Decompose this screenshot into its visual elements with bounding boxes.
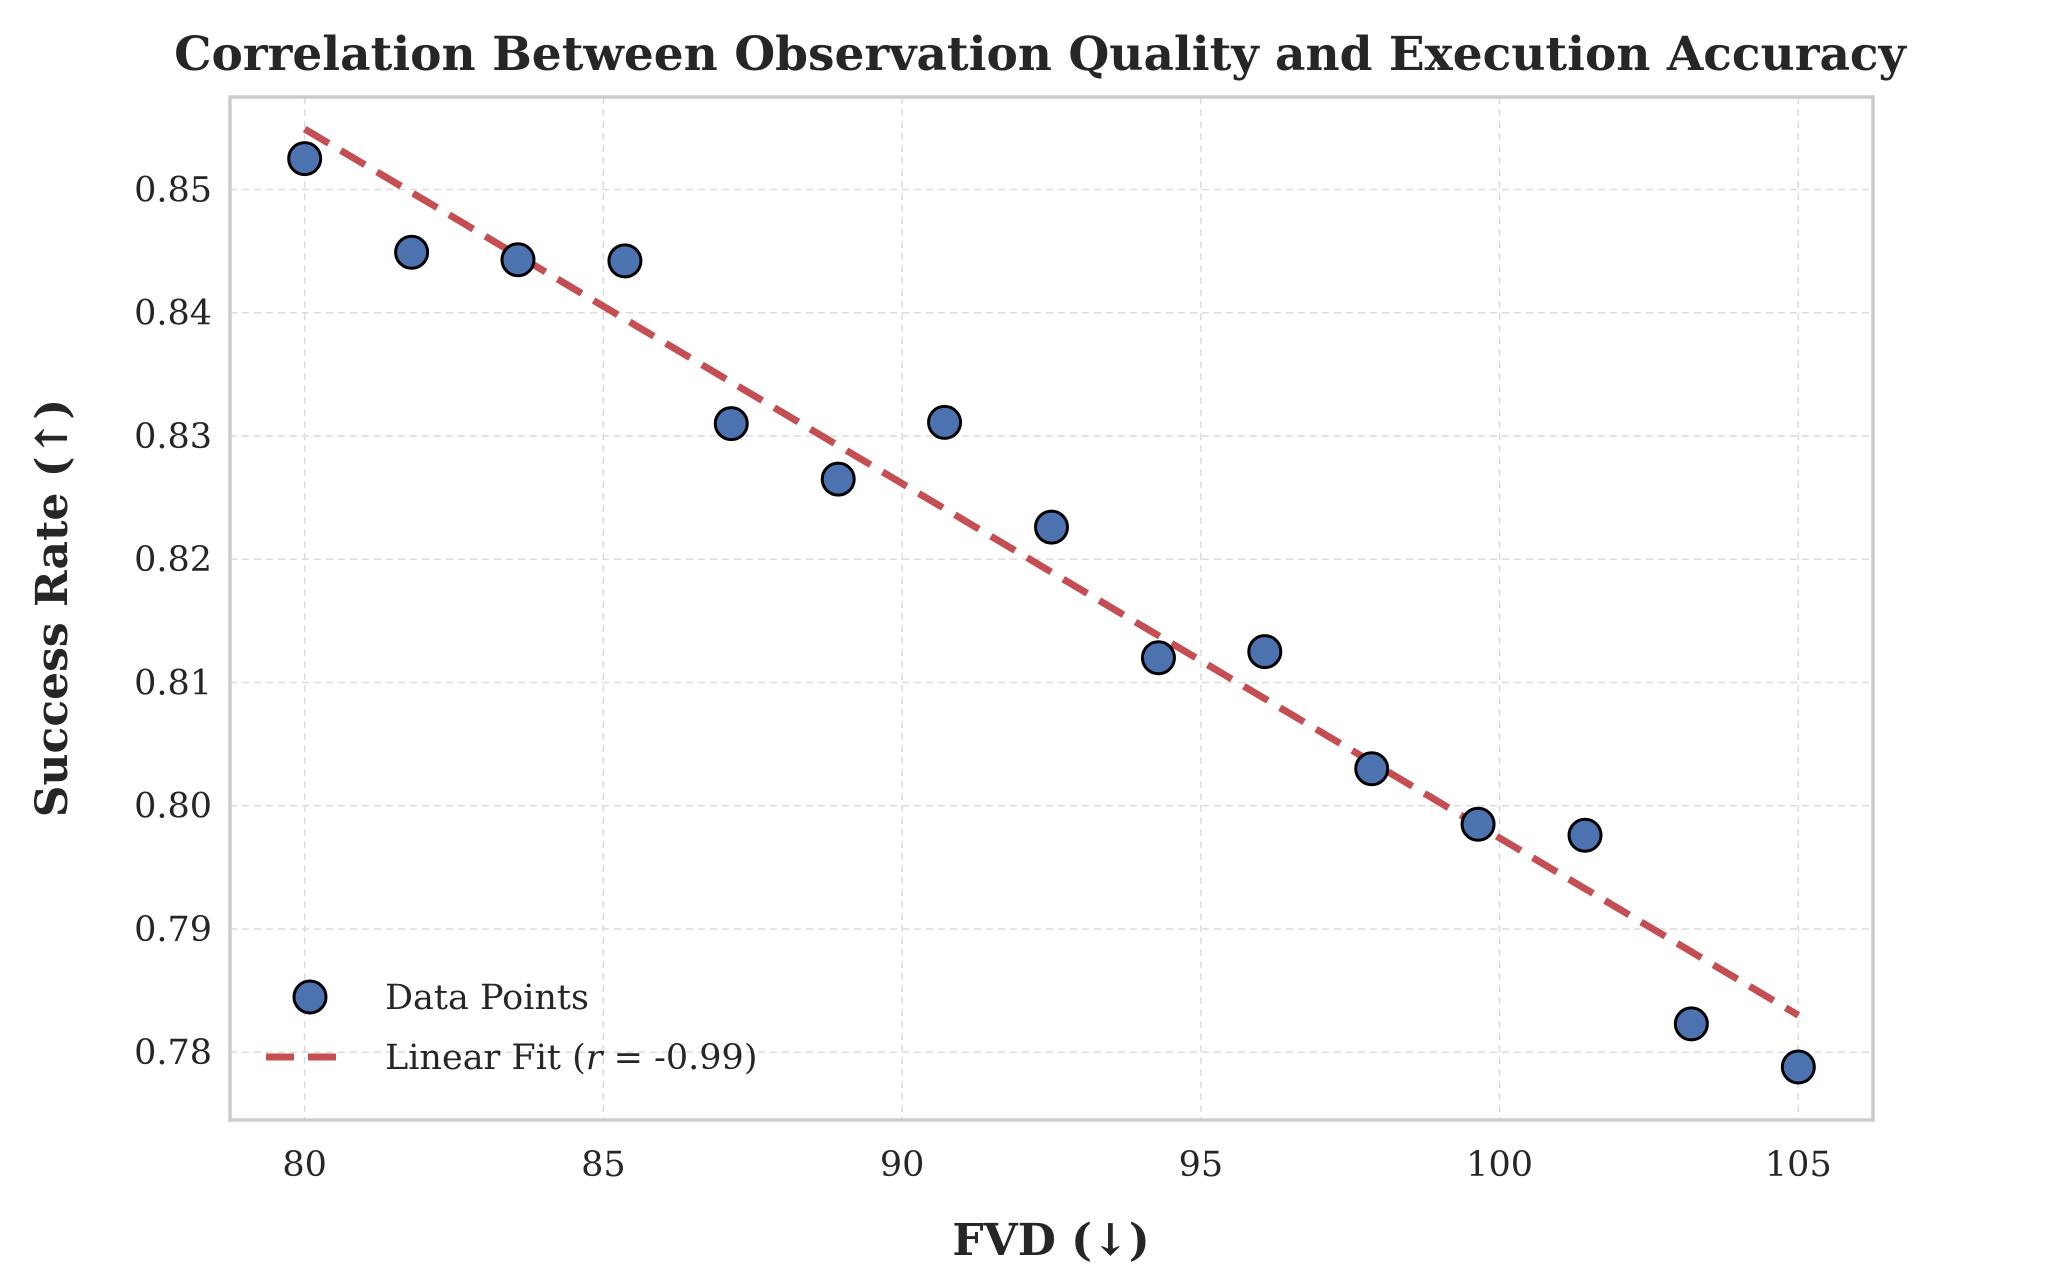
grid-lines [230,97,1873,1120]
x-tick-label: 105 [1765,1145,1832,1185]
y-tick-label: 0.85 [134,170,212,210]
x-tick-label: 80 [282,1145,327,1185]
y-axis-ticks: 0.78 0.79 0.80 0.81 0.82 0.83 0.84 0.85 [134,170,212,1073]
y-tick-label: 0.80 [134,787,212,827]
x-tick-label: 100 [1466,1145,1533,1185]
plot-frame [228,95,1875,1122]
plot-background [230,97,1873,1120]
data-point [820,461,856,497]
data-point [607,243,643,279]
x-tick-label: 90 [880,1145,925,1185]
chart-title: Correlation Between Observation Quality … [174,27,1907,82]
data-point [1673,1006,1709,1042]
linear-fit-line [302,126,1801,1019]
legend-line-var: r [586,1038,605,1078]
data-point [1034,509,1069,545]
data-points [287,141,1816,1085]
data-point [713,406,749,442]
data-point [1460,806,1496,842]
y-axis-label: Success Rate (↑) [27,399,78,817]
x-axis-label: FVD (↓) [952,1215,1149,1266]
data-point [1140,640,1176,676]
data-point [1780,1049,1816,1085]
data-point [927,404,963,440]
y-tick-label: 0.79 [134,910,212,950]
x-tick-label: 85 [581,1145,626,1185]
legend-line-prefix: Linear Fit ( [385,1038,586,1078]
legend-line-suffix: = -0.99) [602,1038,757,1078]
y-tick-label: 0.83 [134,417,212,457]
y-tick-label: 0.81 [134,663,212,703]
y-tick-label: 0.82 [134,540,212,580]
legend-scatter-label: Data Points [385,978,589,1018]
legend-line-label: Linear Fit (r = -0.99) [385,1038,757,1078]
data-point [1354,751,1390,787]
y-tick-label: 0.84 [134,294,212,334]
data-point [500,242,536,278]
legend-scatter-marker [292,979,328,1015]
x-axis-ticks: 80 85 90 95 100 105 [282,1145,1831,1185]
data-point [1567,817,1603,853]
x-tick-label: 95 [1179,1145,1224,1185]
data-point [1247,634,1283,670]
data-point [287,141,323,177]
y-tick-label: 0.78 [134,1033,212,1073]
legend: Data Points Linear Fit (r = -0.99) [266,978,757,1078]
data-point [394,234,430,270]
